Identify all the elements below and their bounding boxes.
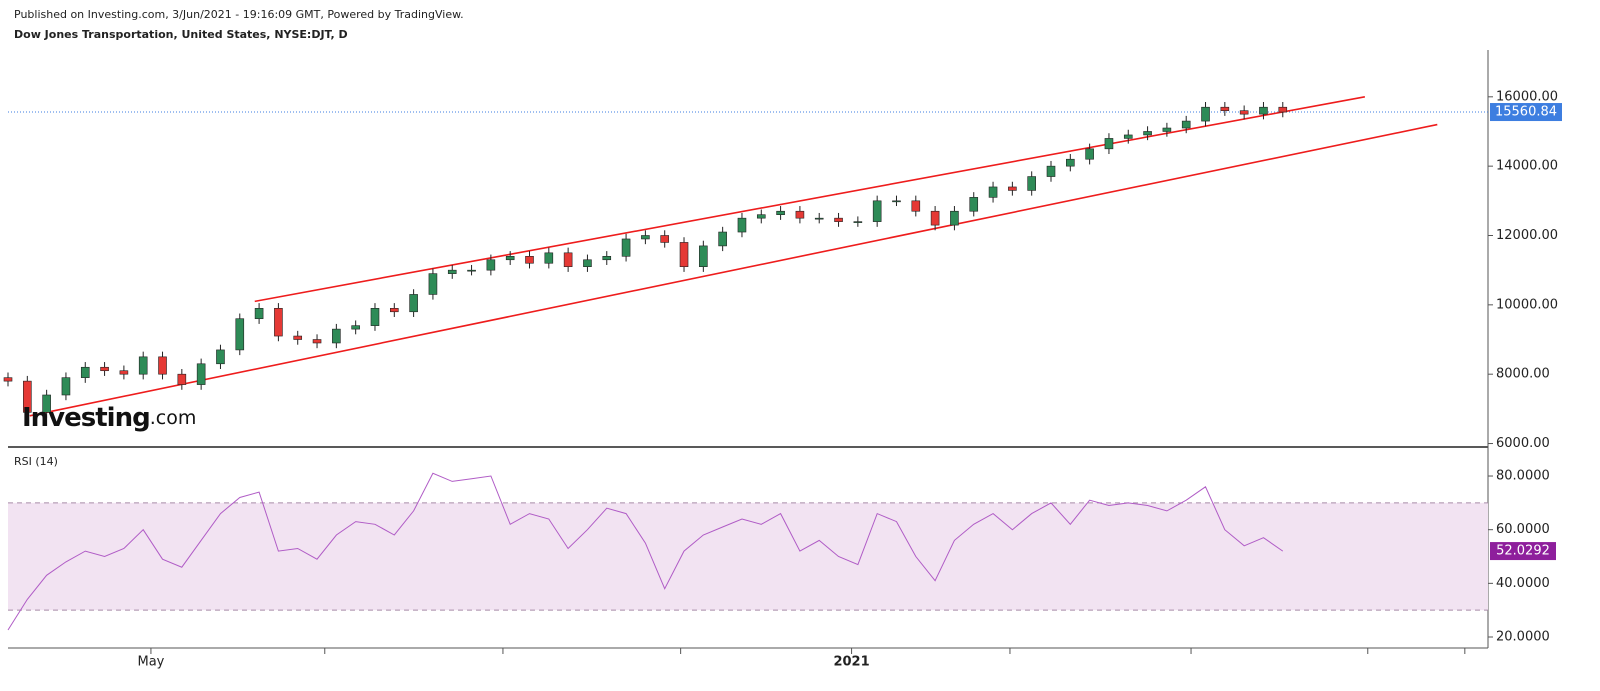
candle-body bbox=[892, 200, 901, 203]
candle-body bbox=[679, 242, 689, 268]
candle-body bbox=[1046, 165, 1056, 177]
trend-line bbox=[254, 96, 1366, 303]
y-tick-label: 40.0000 bbox=[1496, 576, 1550, 591]
candle-body bbox=[1143, 131, 1152, 136]
candle-body bbox=[196, 363, 206, 385]
rsi-last-label: 52.0292 bbox=[1496, 544, 1550, 559]
candle-body bbox=[370, 308, 380, 326]
candle-body bbox=[467, 269, 476, 272]
candle-body bbox=[776, 210, 785, 215]
candle-body bbox=[621, 238, 631, 257]
candle-body bbox=[1181, 120, 1191, 129]
candle-body bbox=[119, 370, 129, 375]
candle-body bbox=[486, 259, 496, 271]
rsi-line bbox=[7, 472, 1284, 631]
candle-body bbox=[834, 217, 843, 222]
last-price-box bbox=[1490, 103, 1562, 122]
candle-body bbox=[23, 380, 32, 413]
watermark-brand: Investing.com bbox=[22, 403, 196, 433]
candle-body bbox=[911, 200, 921, 212]
candle-body bbox=[42, 394, 51, 413]
y-tick-label: 60.0000 bbox=[1496, 522, 1550, 537]
rsi-title: RSI (14) bbox=[14, 455, 58, 468]
candle-body bbox=[641, 235, 650, 240]
candle-body bbox=[1027, 176, 1036, 191]
x-tick-label: 2021 bbox=[833, 655, 869, 670]
candle-body bbox=[988, 186, 998, 198]
candle-body bbox=[969, 197, 979, 212]
candle-body bbox=[312, 339, 322, 344]
candle-body bbox=[756, 214, 766, 219]
instrument-title: Dow Jones Transportation, United States,… bbox=[14, 28, 348, 41]
watermark: Investing.com bbox=[22, 403, 196, 433]
y-tick-label: 14000.00 bbox=[1496, 159, 1558, 174]
candle-body bbox=[1123, 134, 1133, 139]
candle-body bbox=[216, 349, 225, 365]
candle-body bbox=[1220, 106, 1230, 111]
candle-body bbox=[1104, 138, 1114, 150]
y-tick-label: 16000.00 bbox=[1496, 89, 1558, 104]
rsi-band bbox=[8, 502, 1488, 611]
candle-body bbox=[254, 308, 264, 320]
candle-body bbox=[737, 217, 747, 233]
candle-body bbox=[158, 356, 167, 375]
candle-body bbox=[1162, 127, 1172, 132]
candle-body bbox=[447, 269, 457, 274]
candle-body bbox=[1278, 106, 1288, 113]
candle-body bbox=[177, 373, 187, 385]
x-tick-label: May bbox=[137, 655, 164, 670]
candle-body bbox=[660, 235, 670, 243]
candle-body bbox=[814, 217, 824, 220]
candle-body bbox=[718, 231, 727, 247]
candle-body bbox=[138, 356, 148, 375]
candle-body bbox=[872, 200, 882, 222]
y-tick-label: 20.0000 bbox=[1496, 630, 1550, 645]
y-tick-label: 10000.00 bbox=[1496, 297, 1558, 312]
candle-body bbox=[930, 210, 940, 226]
candle-body bbox=[409, 294, 418, 313]
candle-body bbox=[389, 308, 399, 313]
rsi-last-box bbox=[1490, 542, 1556, 561]
candle-body bbox=[1239, 110, 1249, 115]
candle-body bbox=[235, 318, 245, 351]
candle-body bbox=[563, 252, 573, 268]
candle-body bbox=[795, 210, 805, 219]
candle-body bbox=[428, 273, 438, 295]
candle-body bbox=[1259, 106, 1268, 115]
candle-body bbox=[3, 377, 13, 382]
candle-body bbox=[544, 252, 554, 264]
candle-body bbox=[1008, 186, 1017, 191]
candle-body bbox=[100, 366, 109, 372]
candle-body bbox=[1201, 106, 1210, 122]
candle-body bbox=[1085, 148, 1094, 160]
candle-body bbox=[332, 328, 341, 344]
published-note: Published on Investing.com, 3/Jun/2021 -… bbox=[14, 8, 464, 21]
candle-body bbox=[950, 210, 959, 226]
y-tick-label: 12000.00 bbox=[1496, 228, 1558, 243]
candle-body bbox=[80, 366, 90, 378]
y-tick-label: 6000.00 bbox=[1496, 436, 1550, 451]
y-tick-label: 80.0000 bbox=[1496, 469, 1550, 484]
candle-body bbox=[61, 377, 71, 396]
candle-body bbox=[583, 259, 592, 268]
candle-body bbox=[274, 308, 283, 337]
candle-body bbox=[699, 245, 708, 268]
candle-body bbox=[505, 256, 515, 261]
trend-line bbox=[29, 123, 1438, 417]
candle-body bbox=[293, 335, 303, 340]
candle-body bbox=[1066, 158, 1075, 167]
candle-body bbox=[525, 256, 534, 264]
candle-body bbox=[351, 325, 360, 330]
candle-body bbox=[853, 221, 863, 223]
last-price-label: 15560.84 bbox=[1495, 105, 1557, 120]
y-tick-label: 8000.00 bbox=[1496, 367, 1550, 382]
candle-body bbox=[602, 256, 612, 261]
